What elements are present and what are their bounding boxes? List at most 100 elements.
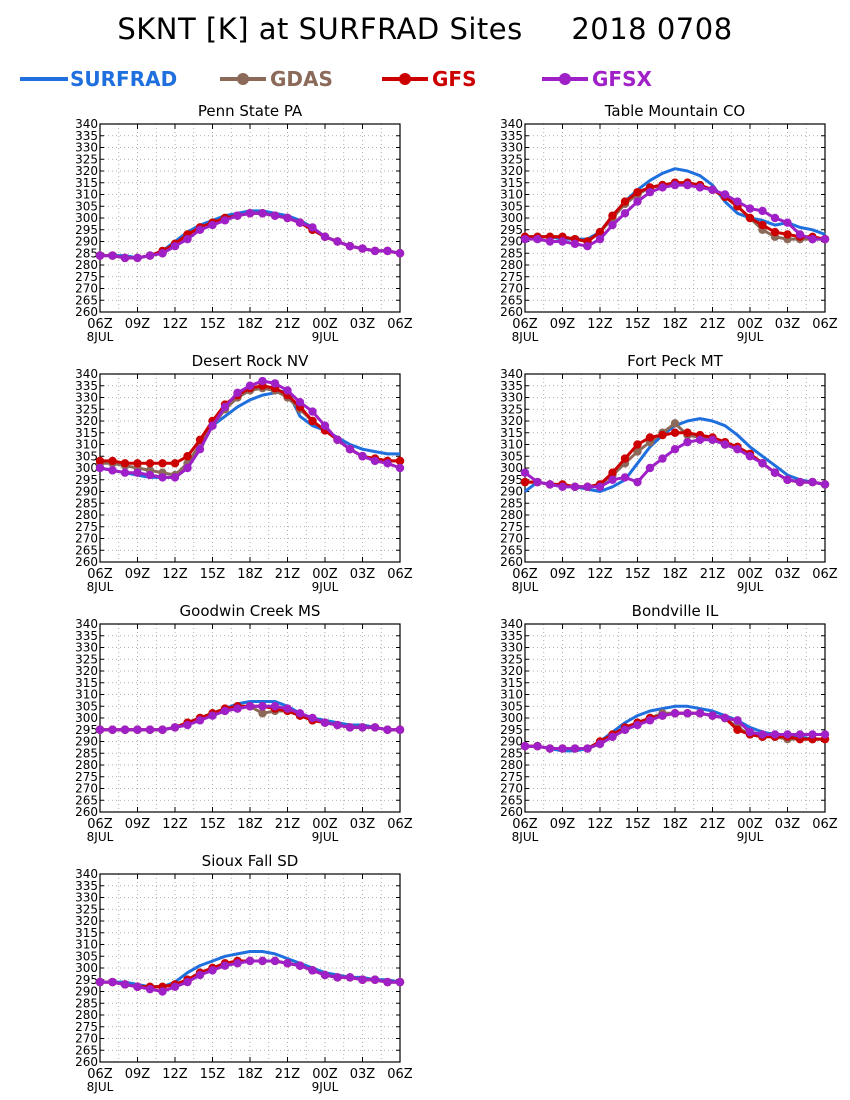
data-point-gfs (133, 459, 142, 468)
y-tick-label: 295 (500, 723, 523, 737)
data-point-gfs (683, 428, 692, 437)
data-point-gfsx (345, 973, 355, 982)
y-tick-label: 280 (75, 1008, 98, 1022)
y-tick-label: 295 (75, 473, 98, 487)
x-tick-label: 03Z (350, 817, 376, 832)
y-tick-label: 300 (500, 211, 523, 225)
data-point-gfsx (558, 237, 567, 246)
data-point-gfsx (695, 435, 705, 444)
legend-label: GFSX (592, 67, 652, 91)
data-point-gfsx (308, 223, 317, 232)
y-tick-label: 315 (500, 176, 523, 190)
data-point-gfsx (95, 725, 105, 734)
data-point-gfs (520, 477, 530, 487)
data-point-gfsx (195, 445, 205, 454)
data-point-gfsx (270, 211, 280, 220)
y-tick-label: 275 (75, 270, 98, 284)
x-tick-label: 15Z (200, 1067, 226, 1082)
data-point-gfsx (820, 234, 830, 244)
y-tick-label: 340 (500, 117, 523, 131)
data-point-gfsx (320, 718, 330, 727)
data-point-gfsx (608, 475, 617, 484)
data-point-gfsx (145, 725, 155, 734)
y-tick-label: 330 (500, 391, 523, 405)
x-tick-label: 06Z (87, 817, 113, 832)
y-tick-label: 290 (75, 735, 98, 749)
data-point-gfsx (633, 197, 642, 206)
y-tick-label: 275 (75, 770, 98, 784)
chart-panel: Goodwin Creek MS 260265270275280285290295… (75, 602, 413, 844)
data-point-gfsx (133, 982, 142, 991)
data-point-gfsx (595, 739, 605, 749)
chart-panel: Table Mountain CO 26026527027528028529029… (500, 102, 838, 344)
data-point-gfsx (120, 725, 130, 734)
data-point-gfsx (745, 204, 755, 213)
y-tick-label: 330 (75, 391, 98, 405)
y-tick-label: 335 (75, 629, 98, 643)
y-tick-label: 340 (500, 367, 523, 381)
data-point-gfsx (633, 720, 642, 730)
data-point-gfsx (220, 706, 230, 716)
x-tick-label: 00Z (312, 317, 338, 332)
y-tick-label: 295 (75, 223, 98, 237)
x-tick-label: 18Z (662, 317, 688, 332)
data-point-gfsx (545, 744, 555, 753)
date-label: 8JUL (87, 1080, 114, 1094)
chart-panel: Sioux Fall SD 260265270275280285290295300… (75, 852, 413, 1094)
chart-title: Desert Rock NV (192, 352, 309, 370)
y-tick-label: 270 (75, 782, 98, 796)
data-point-gfsx (570, 744, 580, 753)
x-tick-label: 06Z (812, 567, 838, 582)
y-tick-label: 340 (75, 617, 98, 631)
date-label: 8JUL (512, 830, 539, 844)
y-tick-label: 315 (75, 176, 98, 190)
chart-title: Goodwin Creek MS (180, 602, 321, 620)
y-tick-label: 335 (500, 129, 523, 143)
data-point-gfsx (645, 187, 655, 197)
data-point-gfsx (145, 251, 155, 260)
y-tick-label: 275 (500, 270, 523, 284)
data-point-gfsx (608, 220, 617, 230)
data-point-gfsx (395, 463, 405, 473)
data-point-gfsx (733, 445, 742, 454)
data-point-gfsx (745, 452, 755, 461)
data-point-gfsx (633, 477, 642, 487)
data-point-gfs (95, 456, 105, 466)
data-point-gdas (258, 709, 267, 718)
data-point-gfsx (108, 251, 117, 260)
y-tick-label: 295 (75, 723, 98, 737)
data-point-gfsx (383, 459, 392, 468)
x-tick-label: 15Z (625, 567, 651, 582)
data-point-gfsx (395, 725, 405, 734)
data-point-gfs (120, 459, 130, 468)
x-tick-label: 21Z (275, 567, 301, 582)
data-point-gfsx (145, 470, 155, 480)
data-point-gfsx (620, 725, 630, 734)
data-point-gfsx (95, 977, 105, 987)
x-tick-label: 18Z (662, 567, 688, 582)
data-point-gfsx (595, 482, 605, 491)
y-tick-label: 275 (75, 1020, 98, 1034)
data-point-gfs (733, 725, 742, 734)
chart-panel: Penn State PA 260265270275280285290295300… (75, 102, 413, 344)
y-tick-label: 275 (500, 520, 523, 534)
data-point-gfsx (195, 716, 205, 725)
y-tick-label: 270 (75, 282, 98, 296)
data-point-gfsx (270, 956, 280, 966)
x-tick-label: 18Z (237, 817, 263, 832)
y-tick-label: 320 (75, 414, 98, 428)
data-point-gfsx (158, 473, 167, 482)
data-point-gfs (608, 468, 617, 477)
x-tick-label: 03Z (350, 317, 376, 332)
y-tick-label: 265 (75, 793, 98, 807)
data-point-gfsx (595, 234, 605, 244)
y-tick-label: 325 (75, 402, 98, 416)
y-tick-label: 295 (500, 223, 523, 237)
data-point-gfsx (570, 239, 580, 249)
data-point-gfsx (733, 197, 742, 206)
data-point-gfsx (245, 381, 255, 390)
x-tick-label: 06Z (512, 567, 538, 582)
data-point-gfsx (545, 480, 555, 489)
data-point-gfsx (183, 720, 192, 730)
data-point-gfs (633, 440, 642, 449)
